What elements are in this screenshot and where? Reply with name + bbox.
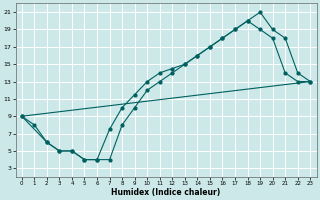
X-axis label: Humidex (Indice chaleur): Humidex (Indice chaleur) [111, 188, 221, 197]
